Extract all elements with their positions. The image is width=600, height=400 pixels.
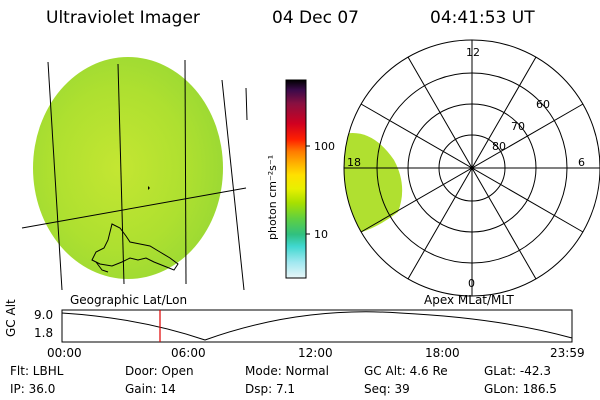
mode-info: Mode: Normal (245, 364, 329, 378)
altitude-curve (61, 311, 573, 341)
mlt-label-6: 6 (578, 156, 585, 169)
gc-alt-info: GC Alt: 4.6 Re (364, 364, 448, 378)
colorbar-scale (285, 79, 307, 279)
mlat-label-70: 70 (511, 120, 525, 133)
ip-info: IP: 36.0 (10, 382, 56, 396)
altitude-plot (61, 309, 573, 343)
time-tick-2359: 23:59 (550, 346, 585, 360)
earth-disk (33, 57, 223, 279)
glat-info: GLat: -42.3 (484, 364, 551, 378)
colorbar (285, 79, 310, 279)
meridian-grid (47, 59, 248, 291)
sequence-info: Seq: 39 (364, 382, 410, 396)
mlt-label-0: 0 (468, 277, 475, 290)
polar-grid (343, 39, 600, 297)
coastline (91, 223, 179, 273)
apex-panel-label: Apex MLat/MLT (424, 293, 514, 307)
instrument-title: Ultraviolet Imager (46, 8, 200, 28)
geographic-panel-label: Geographic Lat/Lon (70, 293, 188, 307)
altitude-tick-low: 1.8 (34, 326, 54, 340)
mlt-label-18: 18 (347, 156, 361, 169)
auroral-oval (344, 133, 403, 232)
time-tick-1800: 18:00 (425, 346, 460, 360)
dsp-info: Dsp: 7.1 (245, 382, 296, 396)
geographic-image (21, 57, 248, 291)
date-label: 04 Dec 07 (272, 8, 359, 28)
altitude-axis-label: GC Alt (4, 299, 18, 337)
colorbar-unit-label: photon cm⁻²s⁻¹ (266, 154, 279, 240)
latitude-line (21, 187, 247, 229)
subsatellite-marker (148, 186, 150, 190)
colorbar-label-100: 100 (314, 140, 335, 153)
mlat-label-60: 60 (536, 98, 550, 111)
mlat-label-80: 80 (492, 140, 506, 153)
gain-info: Gain: 14 (125, 382, 176, 396)
time-tick-0600: 06:00 (171, 346, 206, 360)
altitude-plot-frame (61, 309, 573, 343)
filter-info: Flt: LBHL (10, 364, 64, 378)
time-label: 04:41:53 UT (430, 8, 535, 28)
glon-info: GLon: 186.5 (484, 382, 557, 396)
time-tick-1200: 12:00 (298, 346, 333, 360)
door-info: Door: Open (125, 364, 194, 378)
altitude-tick-high: 9.0 (34, 308, 54, 322)
mlt-label-12: 12 (466, 46, 480, 59)
polar-plot (343, 39, 600, 297)
colorbar-label-10: 10 (314, 228, 328, 241)
time-tick-0000: 00:00 (47, 346, 82, 360)
